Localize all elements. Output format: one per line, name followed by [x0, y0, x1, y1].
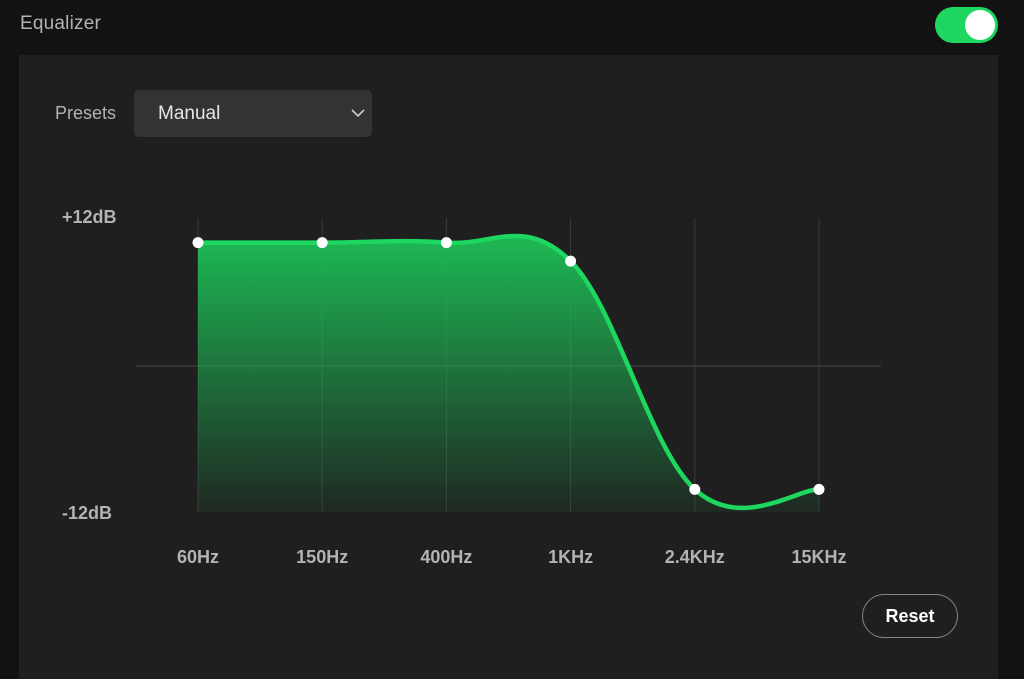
equalizer-title: Equalizer — [20, 13, 102, 34]
eq-band-handle[interactable] — [316, 237, 328, 249]
frequency-label: 60Hz — [176, 547, 220, 567]
eq-band-handle[interactable] — [440, 237, 452, 249]
db-max-label: +12dB — [62, 207, 117, 227]
frequency-label: 15KHz — [791, 547, 847, 567]
presets-label: Presets — [55, 103, 117, 123]
eq-band-handle[interactable] — [565, 255, 577, 267]
presets-dropdown[interactable]: Manual — [134, 90, 372, 137]
equalizer-toggle[interactable] — [935, 7, 998, 43]
presets-selected-value: Manual — [158, 103, 221, 124]
db-min-label: -12dB — [62, 503, 113, 523]
eq-curve-area — [198, 235, 819, 512]
eq-band-handle[interactable] — [813, 483, 825, 495]
chevron-down-icon — [351, 109, 365, 118]
eq-band-handle[interactable] — [689, 483, 701, 495]
toggle-knob — [965, 10, 995, 40]
reset-button[interactable]: Reset — [862, 594, 958, 638]
frequency-label: 1KHz — [548, 547, 594, 567]
frequency-label: 400Hz — [420, 547, 473, 567]
eq-band-handle[interactable] — [192, 237, 204, 249]
frequency-label: 150Hz — [296, 547, 349, 567]
frequency-label: 2.4KHz — [664, 547, 725, 567]
